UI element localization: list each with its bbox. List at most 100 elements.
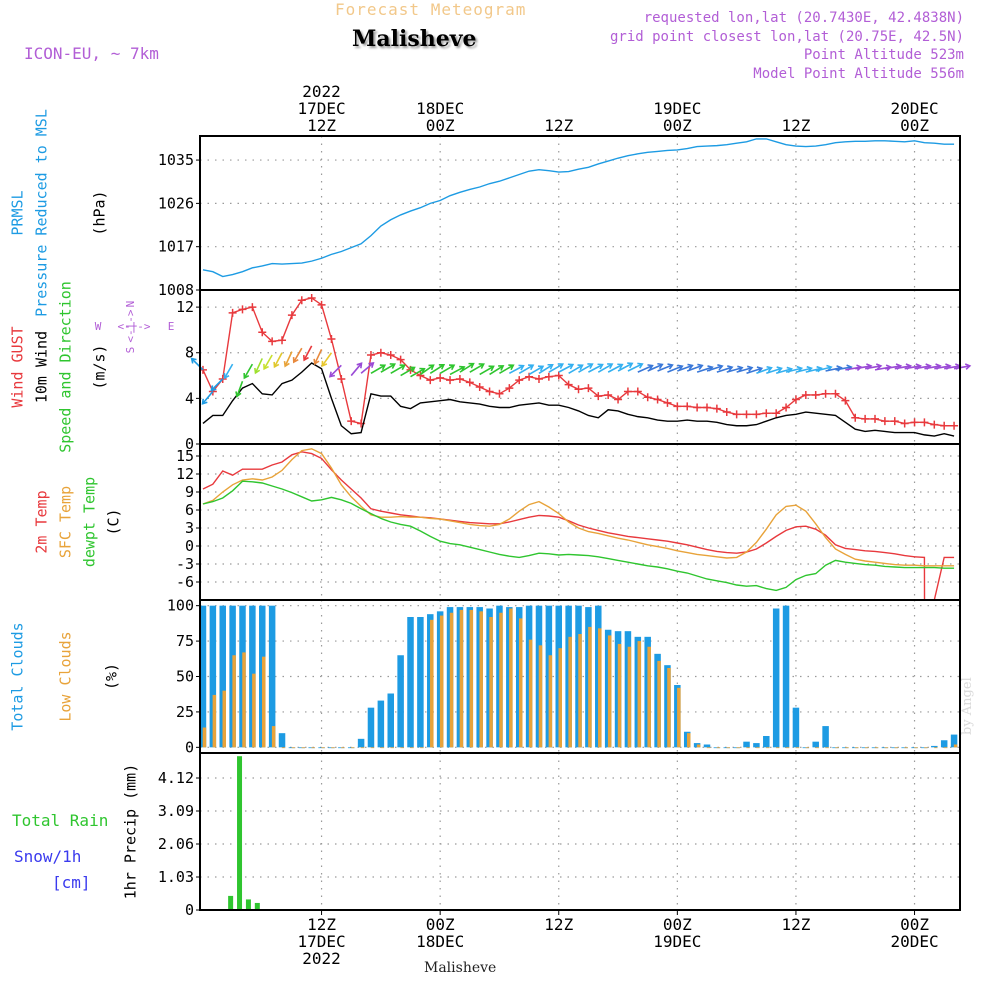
wind-vector-head-5 <box>243 372 250 380</box>
bottom-time-label-5-0: 00Z <box>900 915 929 934</box>
clouds-series-1-bar-42 <box>617 643 622 748</box>
clouds-series-1-bar-43 <box>627 646 632 748</box>
wind-series-0-marker-15 <box>347 417 356 426</box>
wind-vector-67 <box>864 363 883 370</box>
clouds-series-0-bar-1 <box>209 605 217 748</box>
wind-series-0-marker-28 <box>475 382 484 391</box>
product-title: Forecast Meteogram <box>335 0 527 19</box>
clouds-series-1-bar-53 <box>726 747 731 749</box>
clouds-series-1-bar-69 <box>884 747 889 749</box>
clouds-series-1-bar-55 <box>746 747 750 749</box>
clouds-series-1-bar-67 <box>864 747 869 749</box>
wind-vector-23 <box>429 363 446 374</box>
wind-vector-head-49 <box>697 363 704 370</box>
clouds-series-1-bar-66 <box>854 747 859 749</box>
clouds-series-0-bar-2 <box>219 605 226 748</box>
wind-vector-shaft-48 <box>677 364 693 372</box>
wind-vector-15 <box>350 362 363 377</box>
wind-vector-head-14 <box>328 371 336 378</box>
wind-vector-shaft-32 <box>518 364 534 374</box>
wind-vector-head-15 <box>356 362 363 369</box>
wind-vector-shaft-73 <box>924 365 941 370</box>
wind-vector-head-24 <box>448 364 456 371</box>
wind-vector-head-56 <box>766 365 773 373</box>
wind-series-0-marker-49 <box>683 402 692 411</box>
clouds-series-1-bar-34 <box>538 645 543 748</box>
wind-vector-40 <box>597 363 614 373</box>
wind-vector-shaft-71 <box>904 365 921 370</box>
pressure-ytick-label-2: 1026 <box>158 194 194 212</box>
compass-west: W <box>95 320 102 333</box>
clouds-series-1-bar-17 <box>370 747 375 749</box>
clouds-series-1-bar-0 <box>202 727 207 748</box>
wind-series-0-marker-25 <box>446 376 455 385</box>
wind-series-0-marker-7 <box>268 337 277 346</box>
wind-vector-shaft-25 <box>449 366 465 376</box>
wind-series-0-marker-72 <box>910 418 919 427</box>
bottom-time-label-3-0: 00Z <box>663 915 692 934</box>
compass-horizontal: <-|-> <box>117 320 150 333</box>
wind-vector-head-28 <box>488 365 495 372</box>
precip-panel: 0 1.03 2.06 3.09 4.12 1hr Precip (mm) Total Ra… <box>12 752 961 919</box>
wind-vector-shaft-40 <box>597 363 613 373</box>
wind-vector-36 <box>558 363 575 373</box>
wind-vector-shaft-69 <box>884 365 901 370</box>
top-time-label-5-0: 20DEC <box>890 99 938 118</box>
wind-series-0-marker-32 <box>515 376 524 385</box>
clouds-ylabel-2: (%) <box>103 663 121 690</box>
wind-vector-shaft-9 <box>284 351 293 367</box>
clouds-series-0-bar-59 <box>782 605 790 748</box>
wind-vector-27 <box>469 363 485 373</box>
precip-ytick-label-4: 4.12 <box>158 769 194 787</box>
compass-south: S <box>124 347 137 354</box>
wind-vector-56 <box>756 365 773 375</box>
clouds-series-1-bar-4 <box>242 652 246 748</box>
bottom-time-label-5-1: 20DEC <box>890 932 938 951</box>
wind-vector-shaft-29 <box>489 365 504 376</box>
wind-vector-shaft-44 <box>637 364 653 373</box>
pressure-ytick-label-3: 1035 <box>158 151 194 169</box>
wind-series-0-marker-23 <box>426 376 435 385</box>
wind-series-0-marker-11 <box>307 293 316 302</box>
bottom-time-label-1-0: 00Z <box>426 915 455 934</box>
wind-series-0-marker-47 <box>663 398 672 407</box>
wind-vector-shaft-54 <box>736 366 753 373</box>
wind-vector-head-76 <box>964 363 972 370</box>
wind-vector-shaft-2 <box>210 378 224 391</box>
wind-vector-shaft-4 <box>236 380 244 397</box>
clouds-series-1-bar-2 <box>222 690 226 748</box>
temperature-series-0-line <box>202 451 955 601</box>
wind-vector-1 <box>201 391 214 405</box>
wind-vector-shaft-17 <box>370 364 386 374</box>
wind-vector-shaft-64 <box>835 366 852 371</box>
wind-series-0-marker-71 <box>900 419 909 428</box>
wind-vector-shaft-60 <box>795 367 812 373</box>
wind-vector-head-41 <box>617 363 624 370</box>
location-title: Malisheve <box>352 26 477 52</box>
wind-vector-shaft-50 <box>696 366 713 373</box>
clouds-series-1-bar-15 <box>350 747 355 749</box>
wind-vector-49 <box>686 363 704 372</box>
wind-series-0-marker-52 <box>712 404 721 413</box>
wind-vector-head-57 <box>776 366 783 373</box>
wind-vector-shaft-21 <box>410 368 425 378</box>
wind-vector-53 <box>726 365 744 373</box>
wind-vector-head-34 <box>547 363 554 370</box>
compass-north: N <box>124 301 137 308</box>
wind-vector-head-13 <box>321 360 328 368</box>
clouds-series-0-bar-21 <box>407 617 414 748</box>
clouds-series-1-bar-32 <box>518 618 523 748</box>
wind-vector-head-35 <box>557 363 565 369</box>
wind-vector-head-7 <box>263 363 269 371</box>
temperature-ytick-label-1: -3 <box>176 555 194 573</box>
clouds-series-0-bar-63 <box>822 726 829 748</box>
clouds-series-0-bar-20 <box>397 655 404 748</box>
clouds-series-1-bar-52 <box>716 747 721 749</box>
pressure-ytick-label-0: 1008 <box>158 281 194 299</box>
top-time-label-4-0: 12Z <box>781 116 810 135</box>
wind-vector-shaft-35 <box>548 363 564 373</box>
wind-vector-24 <box>439 364 456 374</box>
wind-series-0-marker-20 <box>396 355 405 364</box>
wind-series-0-marker-14 <box>337 374 346 383</box>
clouds-series-0-bar-22 <box>417 617 424 748</box>
